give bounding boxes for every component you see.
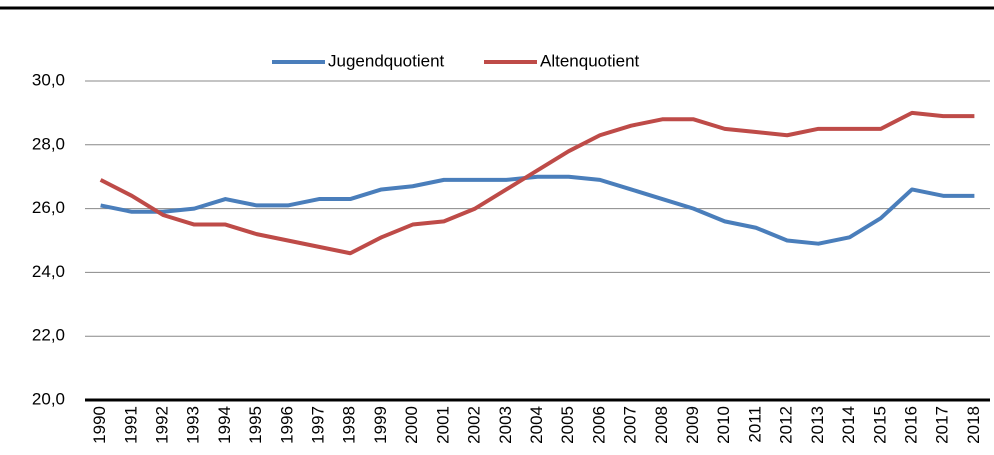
x-tick-label: 2017 [933,406,952,444]
x-tick-label: 1997 [309,406,328,444]
x-tick-label: 1992 [153,406,172,444]
x-tick-label: 2000 [402,406,421,444]
x-tick-label: 2005 [558,406,577,444]
x-tick-label: 1995 [246,406,265,444]
x-tick-label: 2010 [714,406,733,444]
y-tick-label: 22,0 [32,326,65,345]
y-tick-label: 28,0 [32,134,65,153]
legend-label: Jugendquotient [328,51,445,70]
x-tick-label: 2008 [652,406,671,444]
y-tick-label: 24,0 [32,262,65,281]
x-tick-label: 2004 [527,406,546,444]
x-tick-label: 2001 [433,406,452,444]
x-tick-label: 1998 [340,406,359,444]
x-tick-label: 2007 [621,406,640,444]
x-tick-label: 2006 [589,406,608,444]
legend-label: Altenquotient [540,51,640,70]
x-tick-label: 1991 [121,406,140,444]
x-tick-label: 2016 [901,406,920,444]
x-tick-label: 2011 [745,406,764,443]
x-tick-label: 2012 [777,406,796,444]
y-tick-label: 20,0 [32,389,65,408]
x-tick-label: 2003 [496,406,515,444]
y-tick-label: 26,0 [32,198,65,217]
series-line [100,174,975,246]
x-tick-label: 2009 [683,406,702,444]
x-tick-label: 2015 [870,406,889,444]
x-tick-label: 1996 [277,406,296,444]
x-tick-label: 2014 [839,406,858,444]
x-tick-label: 1993 [184,406,203,444]
y-tick-label: 30,0 [32,70,65,89]
x-tick-label: 2002 [465,406,484,444]
series-line [99,110,975,256]
x-tick-label: 1990 [90,406,109,444]
x-tick-label: 1999 [371,406,390,444]
x-tick-label: 1994 [215,406,234,444]
x-tick-label: 2018 [964,406,983,444]
x-tick-label: 2013 [808,406,827,444]
